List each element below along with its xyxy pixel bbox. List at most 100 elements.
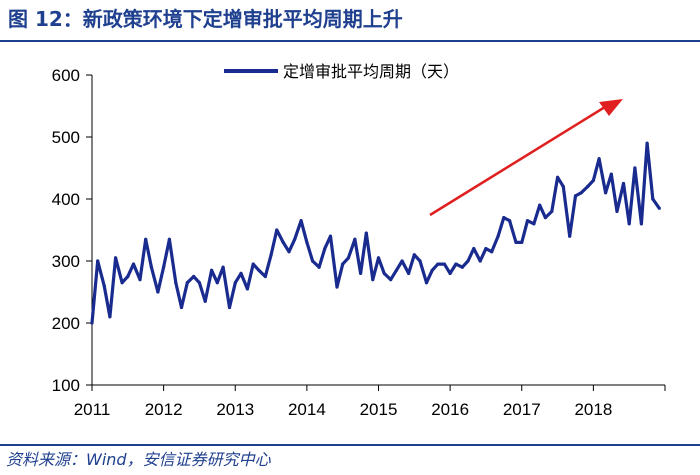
x-tick-label: 2011 xyxy=(74,400,111,419)
data-point xyxy=(520,240,524,244)
data-point xyxy=(389,278,393,282)
data-point xyxy=(376,256,381,260)
data-point xyxy=(424,281,429,285)
data-point xyxy=(96,259,100,263)
y-tick-label: 600 xyxy=(52,66,80,85)
data-point xyxy=(621,181,626,186)
data-point xyxy=(197,281,201,285)
data-point xyxy=(525,219,530,223)
data-point xyxy=(215,281,219,285)
data-point xyxy=(102,284,106,288)
data-point xyxy=(597,157,601,161)
axes xyxy=(91,75,665,386)
x-tick-label: 2015 xyxy=(360,400,398,419)
data-point xyxy=(651,197,655,201)
data-point xyxy=(639,222,644,226)
data-point xyxy=(275,228,279,232)
data-point xyxy=(478,259,482,263)
y-tick-label: 300 xyxy=(52,252,80,271)
data-point xyxy=(227,305,232,310)
data-point xyxy=(586,185,590,189)
data-point xyxy=(604,191,608,195)
data-point xyxy=(412,253,416,257)
data-point xyxy=(532,222,536,226)
data-point xyxy=(645,141,649,145)
data-point xyxy=(496,234,500,238)
data-point xyxy=(287,250,291,254)
data-point xyxy=(263,274,267,279)
data-point xyxy=(573,194,578,198)
data-point xyxy=(299,219,303,223)
data-point xyxy=(353,237,357,241)
data-point xyxy=(466,259,470,263)
data-point xyxy=(591,178,596,182)
data-point xyxy=(131,262,136,266)
data-point xyxy=(162,265,166,269)
data-point xyxy=(192,274,196,279)
data-point xyxy=(394,268,398,272)
data-point xyxy=(371,278,375,282)
data-point xyxy=(174,281,178,285)
data-point xyxy=(167,237,171,241)
data-point xyxy=(281,240,285,244)
data-point xyxy=(317,265,321,269)
data-point xyxy=(407,271,411,275)
data-point xyxy=(120,281,124,285)
data-point xyxy=(609,172,613,176)
data-point xyxy=(144,237,148,241)
legend: 定增审批平均周期（天） xyxy=(224,63,459,81)
data-point xyxy=(556,175,560,179)
data-point xyxy=(508,219,512,223)
data-point xyxy=(382,271,386,275)
data-point xyxy=(323,247,327,251)
y-tick-label: 100 xyxy=(52,376,80,395)
data-point xyxy=(502,216,506,220)
x-tick-label: 2018 xyxy=(574,400,612,419)
data-point xyxy=(543,216,548,220)
data-point xyxy=(359,271,363,275)
data-point xyxy=(257,268,261,272)
data-point xyxy=(341,262,345,266)
data-point xyxy=(460,265,464,269)
title-divider xyxy=(0,40,700,42)
data-point xyxy=(233,281,237,285)
data-point xyxy=(210,268,214,272)
trend-arrow xyxy=(429,99,623,217)
x-tick-label: 2013 xyxy=(216,400,254,419)
data-point xyxy=(484,247,488,251)
data-point xyxy=(633,166,637,170)
data-point xyxy=(490,250,494,254)
source-note: 资料来源：Wind，安信证券研究中心 xyxy=(6,450,271,469)
data-point xyxy=(251,262,255,266)
data-point xyxy=(311,259,315,263)
data-point xyxy=(179,305,184,310)
data-point xyxy=(114,256,118,260)
data-point xyxy=(472,247,476,251)
data-point xyxy=(149,265,153,269)
data-point xyxy=(305,240,309,244)
data-point xyxy=(108,315,112,319)
data-point xyxy=(156,290,160,294)
footer-divider xyxy=(0,444,700,446)
data-point xyxy=(335,285,339,289)
data-point xyxy=(454,262,458,266)
data-point xyxy=(221,265,225,269)
x-tick-label: 2014 xyxy=(288,400,326,419)
data-point xyxy=(418,259,422,263)
data-point xyxy=(568,234,572,238)
data-point xyxy=(138,278,142,282)
y-tick-label: 200 xyxy=(52,314,80,333)
x-tick-label: 2016 xyxy=(431,400,469,419)
legend-label: 定增审批平均周期（天） xyxy=(283,63,459,81)
data-points xyxy=(90,141,661,325)
data-point xyxy=(430,268,434,272)
data-point xyxy=(514,240,518,244)
data-point xyxy=(550,209,554,213)
data-point xyxy=(436,262,440,266)
data-point xyxy=(328,234,333,238)
data-point xyxy=(442,262,446,266)
data-point xyxy=(203,299,207,303)
y-tick-label: 400 xyxy=(52,190,80,209)
x-tick-label: 2017 xyxy=(503,400,541,419)
